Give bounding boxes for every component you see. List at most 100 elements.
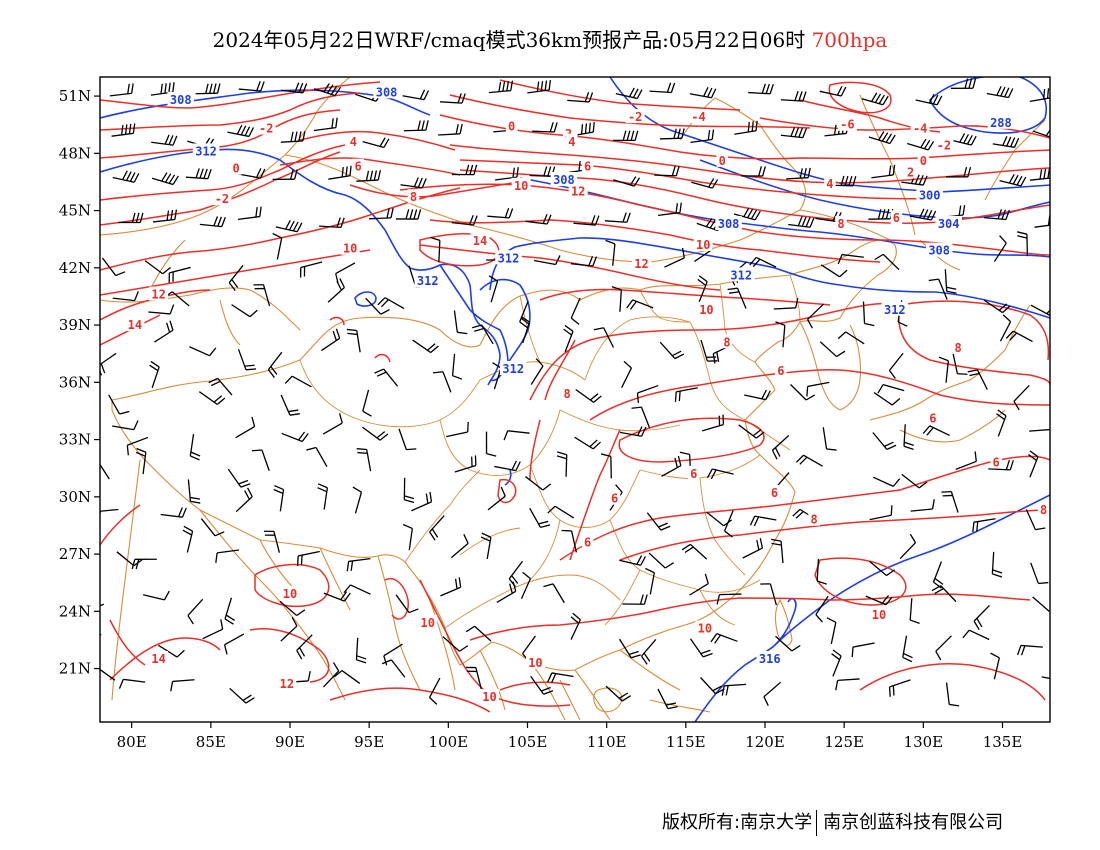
contour-label: 10 [872,608,886,622]
wind-barb [749,256,777,268]
wind-barb [101,257,126,277]
wind-barb [690,129,715,143]
contour-label-bg [525,654,545,669]
wind-barb [775,635,801,652]
wind-barb [313,117,338,132]
contour-label-bg [775,362,787,377]
wind-barb [365,297,390,315]
wind-barb [749,515,777,527]
wind-barb [567,92,594,103]
wind-barb [495,167,519,181]
wind-barb [547,672,574,683]
wind-barb [837,331,865,345]
wind-barb [142,590,170,601]
wind-barb [533,255,561,266]
wind-barb [272,169,298,181]
wind-barb [621,360,633,388]
wind-barb [346,558,371,572]
wind-barb [530,358,544,385]
wind-barb [530,675,554,695]
wind-barb [962,629,990,641]
wind-barb [520,571,531,600]
wind-barb [941,490,959,513]
wind-barb [465,666,482,690]
wind-barb [619,555,647,566]
contour-label: 10 [283,587,297,601]
contour-label-bg [689,109,708,124]
wind-barb [790,384,816,401]
wind-barb [451,164,478,176]
contour-label: 10 [514,179,528,193]
wind-barb [727,287,747,309]
gph-288 [929,77,1047,134]
wind-barb [702,414,724,432]
contour-label: 0 [719,154,726,168]
wind-barb [229,687,255,704]
wind-barb [519,301,530,329]
contour-label: 10 [482,690,496,704]
wind-barb [899,533,917,559]
contour-label: 312 [417,274,439,288]
wind-barb [570,256,598,267]
wind-barb [983,209,1010,221]
wind-barb [503,430,530,441]
wind-barb [496,581,517,604]
contour-label-bg [470,233,490,248]
wind-barb [346,328,361,353]
wind-barb [335,262,356,284]
wind-barb [263,530,281,553]
lat-tick-label: 24N [59,602,91,620]
contour-label-bg [280,586,300,601]
wind-barb [763,681,781,706]
wind-barb [996,409,1007,437]
wind-barb [527,79,552,94]
contour-label: 6 [354,160,361,174]
wind-barb [952,352,968,375]
wind-barb [740,166,766,177]
contour-label-bg [728,267,755,282]
contour-label-bg [935,215,962,230]
wind-barb [907,138,935,151]
contour-label: 0 [920,154,927,168]
contour-label: 312 [195,144,217,158]
wind-barb [508,560,524,588]
contour-label: 8 [837,217,844,231]
wind-barb [280,394,300,416]
contour-label: 6 [584,160,591,174]
contour-label-bg [568,183,588,198]
contour-label-bg [632,256,651,271]
wind-barb [238,81,265,92]
wind-barb [267,351,283,378]
wind-barb [281,431,309,443]
contour-label: 6 [993,455,1000,469]
wind-barb [1005,330,1033,343]
wind-barb [395,209,422,220]
wind-barb [238,168,266,179]
gph-312-west [100,148,501,386]
wind-barb [816,559,827,585]
lon-tick-label: 90E [275,733,305,751]
wind-barb [494,460,521,472]
contour-label-bg [277,675,297,690]
t-8-west [529,339,576,481]
wind-barb [573,215,600,226]
wind-barb [227,468,251,488]
contour-label-bg [414,273,441,288]
contour-label-bg [149,651,169,666]
lon-tick-label: 110E [587,733,627,751]
wind-barb [901,473,928,489]
wind-barb [440,93,466,104]
wind-barb [189,346,217,357]
t-12-sw3 [109,619,146,666]
t-small-2 [497,478,517,504]
wind-barb [938,356,950,383]
wind-barb [112,291,139,302]
wind-barb [432,371,452,393]
gph-312-a [439,264,509,366]
wind-barb [902,635,913,663]
contour-label: 6 [777,364,784,378]
wind-barb [430,236,441,263]
contour-label-bg [808,511,820,526]
wind-barb [368,207,394,220]
wind-barb [100,352,117,376]
